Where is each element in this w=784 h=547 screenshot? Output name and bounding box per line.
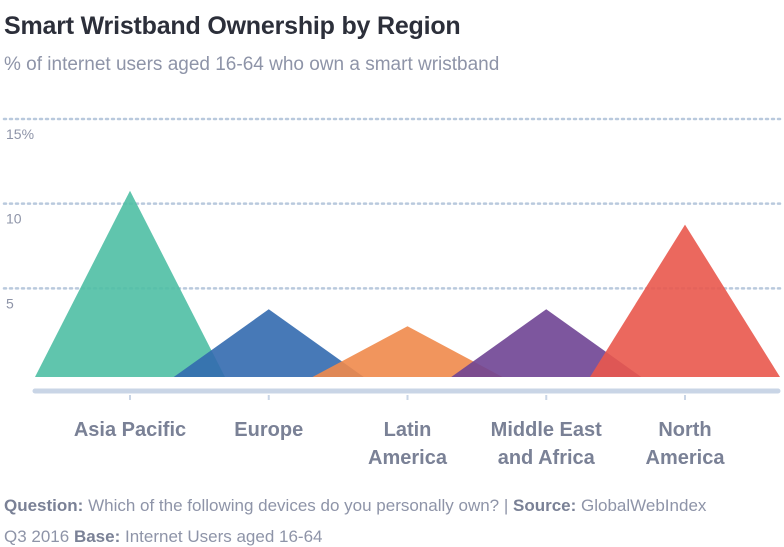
chart-title: Smart Wristband Ownership by Region	[4, 12, 461, 40]
x-tick-label-line: and Africa	[498, 447, 596, 469]
x-tick-label-2: Latin America	[368, 419, 448, 469]
footer-text: Q3 2016	[4, 527, 74, 546]
x-tick-label-line: America	[646, 447, 726, 469]
footer-text: GlobalWebIndex	[576, 496, 707, 515]
footer-label: Question:	[4, 496, 84, 515]
footer-text: Internet Users aged 16-64	[120, 527, 323, 546]
y-tick-label-1: 10	[6, 211, 22, 227]
x-tick-label-3: Middle East and Africa	[491, 419, 602, 469]
y-tick-label-2: 5	[6, 295, 14, 311]
footer-text: Which of the following devices do you pe…	[83, 496, 513, 515]
x-tick-label-4: North America	[646, 419, 726, 469]
x-tick-label-line: Middle East	[491, 419, 602, 441]
area-peak-3	[451, 309, 642, 377]
x-tick-label-line: Asia Pacific	[74, 419, 186, 441]
area-peak-4	[590, 224, 780, 377]
area-peak-1	[173, 309, 364, 377]
x-tick-label-line: North	[658, 419, 711, 441]
chart-subtitle: % of internet users aged 16-64 who own a…	[4, 54, 500, 75]
footer-label: Source:	[513, 496, 577, 515]
area-peak-2	[312, 326, 503, 377]
footer-label: Base:	[73, 527, 121, 546]
x-tick-label-1: Europe	[234, 419, 303, 441]
chart: 15% 10 5 Asia Pacific Europe Latin America Midd…	[2, 117, 784, 469]
x-tick-label-line: Europe	[234, 419, 303, 441]
y-tick-label-0: 15%	[6, 126, 34, 142]
x-tick-label-line: America	[368, 447, 448, 469]
x-tick-label-0: Asia Pacific	[74, 419, 186, 441]
footer-question-source: Question: Which of the following devices…	[4, 496, 706, 516]
footer-date-base: Q3 2016 Base: Internet Users aged 16-64	[4, 527, 323, 547]
x-tick-label-line: Latin	[384, 419, 432, 441]
area-peak-0	[35, 190, 225, 377]
